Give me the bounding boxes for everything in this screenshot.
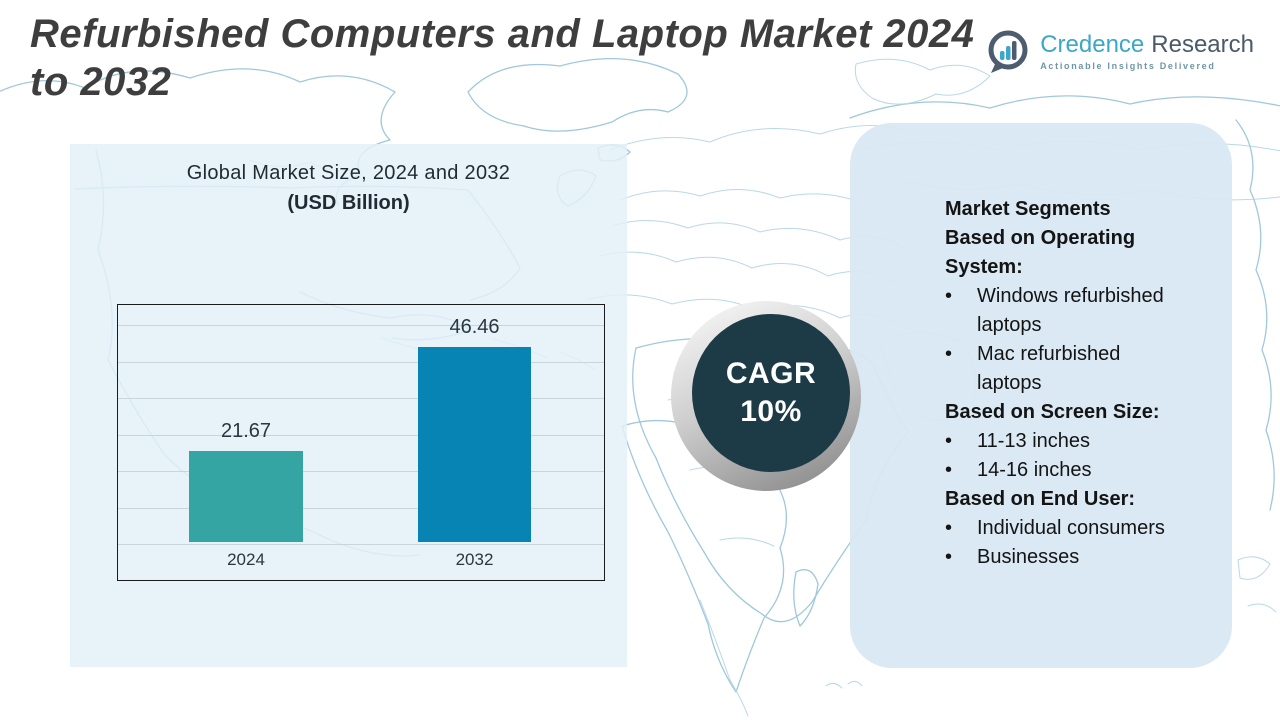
segment-heading: System: (945, 256, 1023, 278)
logo-bar-chart-icon (988, 30, 1028, 73)
bullet-icon: • (945, 546, 953, 568)
bar-value-label: 21.67 (220, 420, 272, 442)
page-title: Refurbished Computers and Laptop Market … (30, 10, 974, 106)
cagr-badge: CAGR 10% (692, 314, 850, 472)
segment-item-text: Individual consumers (977, 517, 1165, 539)
logo-tagline: Actionable Insights Delivered (1040, 60, 1216, 71)
chart-subtitle: (USD Billion) (287, 192, 410, 214)
bullet-icon: • (945, 517, 953, 539)
bullet-gap (959, 282, 977, 340)
chart-titles: Global Market Size, 2024 and 2032 (USD B… (70, 162, 627, 215)
x-axis-label: 2032 (455, 550, 494, 569)
segment-item-text: Windows refurbished laptops (977, 285, 1164, 336)
segment-item: • 11-13 inches (945, 427, 1215, 456)
gridline (118, 471, 604, 472)
bar-chart-plot: 21.67 2024 46.46 2032 (117, 304, 605, 581)
segment-item: • Windows refurbished laptops (945, 282, 1215, 340)
bullet-icon: • (945, 285, 953, 307)
bullet-gap (959, 340, 977, 398)
gridline (118, 434, 604, 436)
bar-2032 (418, 347, 531, 542)
bullet-gap (959, 543, 977, 572)
segment-item: • Businesses (945, 543, 1215, 572)
logo-text: Credence Research Actionable Insights De… (1040, 30, 1254, 71)
bar-2024 (189, 451, 303, 542)
segment-heading: Based on End User: (945, 488, 1136, 510)
bar-value-label: 46.46 (449, 316, 500, 338)
logo-brand-first: Credence (1040, 30, 1145, 58)
segment-item: • 14-16 inches (945, 456, 1215, 485)
x-axis-label: 2024 (227, 550, 265, 569)
bullet-icon: • (945, 459, 953, 481)
segment-item-text: Mac refurbished laptops (977, 343, 1121, 394)
bullet-gap (959, 514, 977, 543)
segment-item: • Mac refurbished laptops (945, 340, 1215, 398)
page-title-line: Refurbished Computers and Laptop Market … (30, 12, 975, 56)
gridline (118, 361, 604, 363)
bullet-icon: • (945, 430, 953, 452)
market-size-panel: Global Market Size, 2024 and 2032 (USD B… (70, 144, 627, 667)
brand-logo: Credence Research Actionable Insights De… (985, 28, 1254, 74)
segment-heading: Based on Operating (945, 227, 1136, 249)
gridline (118, 398, 604, 399)
gridline (118, 507, 604, 509)
bullet-gap (959, 456, 977, 485)
segments-panel: Market Segments Based on Operating System:… (850, 123, 1232, 668)
segments-list: Market Segments Based on Operating System:… (945, 195, 1215, 572)
logo-brand-second: Research (1151, 30, 1254, 58)
chart-title: Global Market Size, 2024 and 2032 (186, 162, 511, 184)
segment-item-text: Businesses (977, 546, 1080, 568)
gridline (118, 325, 604, 326)
page-title-line: to 2032 (30, 60, 172, 104)
segment-item-text: 11-13 inches (977, 430, 1091, 452)
segment-heading: Market Segments (945, 198, 1111, 220)
bullet-gap (959, 427, 977, 456)
bullet-icon: • (945, 343, 953, 365)
cagr-value: 10% (740, 395, 802, 428)
cagr-label: CAGR (725, 357, 817, 390)
gridline (118, 544, 604, 545)
segment-item-text: 14-16 inches (977, 459, 1092, 481)
segment-heading: Based on Screen Size: (945, 401, 1160, 423)
segment-item: • Individual consumers (945, 514, 1215, 543)
